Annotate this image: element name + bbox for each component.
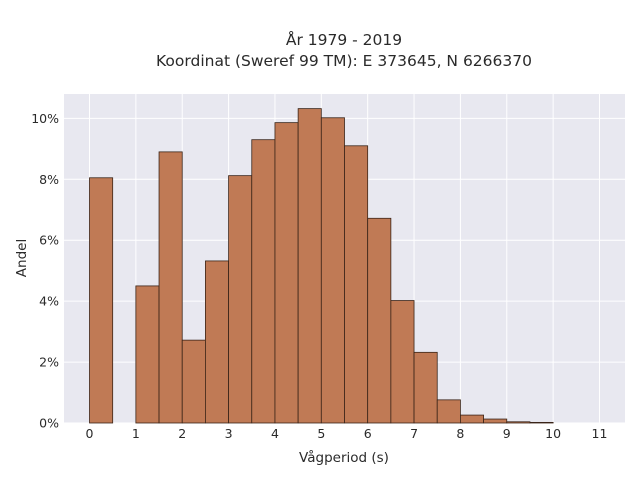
histogram-bar	[228, 175, 253, 424]
y-tick-label: 4%	[39, 294, 59, 309]
x-tick-label: 9	[503, 426, 511, 441]
x-axis-label: Vågperiod (s)	[299, 449, 389, 466]
y-tick-label: 2%	[39, 355, 59, 370]
x-tick-label: 2	[178, 426, 186, 441]
histogram-bar	[89, 177, 114, 424]
histogram-bar	[158, 151, 183, 424]
histogram-bar	[274, 122, 299, 424]
x-axis-ticks: 0 1 2 3 4 5 6 7 8 9 10 11	[86, 426, 608, 441]
histogram-bar	[460, 414, 484, 424]
y-tick-label: 10%	[31, 111, 59, 126]
y-axis-ticks: 0% 2% 4% 6% 8% 10%	[31, 111, 59, 431]
histogram-bar	[483, 418, 508, 424]
histogram-bar	[320, 117, 345, 424]
histogram-bar	[344, 145, 369, 424]
chart-title-line-1: År 1979 - 2019	[286, 30, 402, 49]
x-tick-label: 6	[364, 426, 372, 441]
x-tick-label: 1	[132, 426, 140, 441]
histogram-bar	[205, 260, 229, 424]
histogram-bar	[367, 217, 392, 424]
histogram-bar	[529, 421, 554, 424]
x-tick-label: 4	[271, 426, 279, 441]
histogram-bar	[135, 285, 160, 424]
chart-title-line-2: Koordinat (Sweref 99 TM): E 373645, N 62…	[156, 52, 532, 70]
x-tick-label: 0	[86, 426, 94, 441]
histogram-bar	[251, 139, 276, 424]
y-tick-label: 0%	[39, 416, 59, 431]
histogram-bar	[506, 421, 531, 424]
histogram-bar	[297, 108, 322, 424]
histogram-bar	[181, 339, 206, 424]
histogram-bar	[390, 300, 415, 424]
x-tick-label: 3	[225, 426, 233, 441]
histogram-bar	[413, 351, 438, 424]
y-tick-label: 6%	[39, 233, 59, 248]
bars	[89, 108, 554, 424]
x-tick-label: 10	[545, 426, 561, 441]
x-tick-label: 8	[456, 426, 464, 441]
y-axis-label: Andel	[14, 239, 30, 277]
x-tick-label: 5	[317, 426, 325, 441]
x-tick-label: 7	[410, 426, 418, 441]
histogram-bar	[436, 399, 461, 424]
y-tick-label: 8%	[39, 172, 59, 187]
x-tick-label: 11	[592, 426, 608, 441]
